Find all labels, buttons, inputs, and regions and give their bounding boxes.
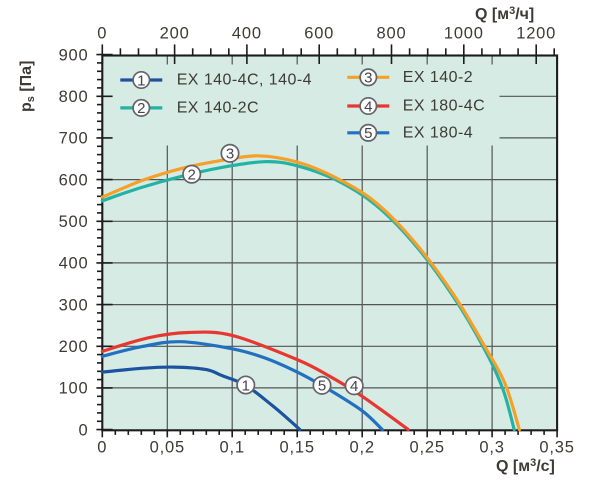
svg-text:400: 400 bbox=[59, 255, 89, 273]
svg-text:Q [м3/с]: Q [м3/с] bbox=[496, 457, 555, 475]
svg-text:3: 3 bbox=[226, 146, 234, 163]
svg-text:0,05: 0,05 bbox=[150, 439, 185, 457]
svg-text:0,1: 0,1 bbox=[220, 439, 245, 457]
svg-text:1: 1 bbox=[242, 377, 250, 394]
svg-text:0,2: 0,2 bbox=[350, 439, 375, 457]
svg-text:EX 140-2C: EX 140-2C bbox=[177, 100, 259, 117]
svg-text:4: 4 bbox=[364, 98, 372, 115]
svg-text:200: 200 bbox=[160, 25, 190, 43]
svg-text:0: 0 bbox=[79, 421, 89, 439]
svg-text:300: 300 bbox=[59, 296, 89, 314]
svg-text:0: 0 bbox=[97, 25, 107, 43]
svg-text:EX 180-4: EX 180-4 bbox=[403, 125, 473, 142]
svg-text:600: 600 bbox=[304, 25, 334, 43]
svg-text:0,15: 0,15 bbox=[280, 439, 315, 457]
svg-text:1000: 1000 bbox=[444, 25, 484, 43]
svg-text:800: 800 bbox=[59, 88, 89, 106]
svg-text:2: 2 bbox=[137, 100, 145, 117]
svg-text:100: 100 bbox=[59, 380, 89, 398]
svg-text:700: 700 bbox=[59, 130, 89, 148]
svg-text:1: 1 bbox=[137, 72, 145, 89]
svg-text:5: 5 bbox=[364, 125, 372, 142]
svg-text:900: 900 bbox=[59, 46, 89, 64]
svg-text:0,3: 0,3 bbox=[479, 439, 504, 457]
svg-text:600: 600 bbox=[59, 171, 89, 189]
svg-text:400: 400 bbox=[232, 25, 262, 43]
svg-text:2: 2 bbox=[188, 167, 196, 184]
svg-text:ps [Па]: ps [Па] bbox=[18, 61, 37, 112]
svg-text:1200: 1200 bbox=[516, 25, 556, 43]
svg-text:EX 140-2: EX 140-2 bbox=[403, 69, 473, 86]
svg-text:500: 500 bbox=[59, 213, 89, 231]
svg-text:0,35: 0,35 bbox=[539, 439, 574, 457]
svg-text:0,25: 0,25 bbox=[410, 439, 445, 457]
svg-text:4: 4 bbox=[350, 378, 358, 395]
svg-text:EX 140-4C, 140-4: EX 140-4C, 140-4 bbox=[177, 72, 312, 89]
svg-text:200: 200 bbox=[59, 338, 89, 356]
svg-text:EX 180-4C: EX 180-4C bbox=[403, 98, 485, 115]
svg-text:5: 5 bbox=[318, 378, 326, 395]
svg-text:Q [м3/ч]: Q [м3/ч] bbox=[475, 5, 534, 23]
svg-text:800: 800 bbox=[377, 25, 407, 43]
svg-text:0: 0 bbox=[97, 439, 107, 457]
svg-text:3: 3 bbox=[364, 70, 372, 87]
